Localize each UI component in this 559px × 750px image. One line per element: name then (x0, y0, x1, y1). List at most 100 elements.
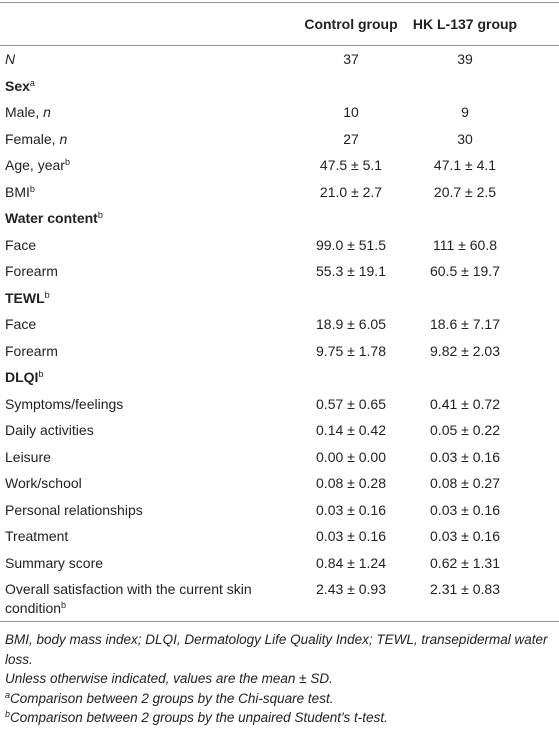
label-italic: n (43, 104, 51, 120)
row-label: Treatment (0, 523, 292, 550)
section-row: Water contentb (0, 205, 559, 232)
cell-value: 18.9 ± 6.05 (316, 316, 386, 332)
data-row: Male, n 10 9 (0, 99, 559, 126)
cell-value: 0.03 ± 0.16 (316, 501, 386, 518)
row-label: N (0, 46, 292, 73)
cell-value: 0.08 ± 0.28 (316, 475, 386, 491)
cell-value: 0.05 ± 0.22 (430, 422, 500, 438)
row-label: Male, n (0, 99, 292, 126)
cell-value: 20.7 ± 2.5 (433, 183, 497, 200)
footnote-mark: b (5, 709, 11, 719)
label-italic: n (59, 130, 68, 147)
data-row: Age, yearb 47.5 ± 5.1 47.1 ± 4.1 (0, 152, 559, 179)
label-text: Work/school (5, 475, 82, 491)
cell-value: 9.82 ± 2.03 (430, 342, 500, 359)
row-label: Symptoms/feelings (0, 391, 292, 418)
cell-value: 0.57 ± 0.65 (316, 395, 386, 412)
cell-value: 47.5 ± 5.1 (319, 157, 383, 173)
superscript: b (38, 369, 44, 379)
label-text: Forearm (5, 263, 58, 279)
row-label: Daily activities (0, 417, 292, 444)
column-header: Control group (304, 16, 398, 32)
superscript: b (97, 210, 103, 220)
cell-value: 0.03 ± 0.16 (430, 501, 500, 518)
cell-value: 9 (461, 104, 469, 120)
data-row: Symptoms/feelings 0.57 ± 0.65 0.41 ± 0.72 (0, 391, 559, 418)
data-row: Forearm 55.3 ± 19.1 60.5 ± 19.7 (0, 258, 559, 285)
label-italic: N (5, 51, 16, 67)
row-label: Leisure (0, 444, 292, 471)
footnote-text: Comparison between 2 groups by the Chi-s… (10, 690, 334, 706)
data-row: Treatment 0.03 ± 0.16 0.03 ± 0.16 (0, 523, 559, 550)
data-row: Forearm 9.75 ± 1.78 9.82 ± 2.03 (0, 338, 559, 365)
data-row: N 37 39 (0, 46, 559, 73)
cell-value: 2.43 ± 0.93 (316, 581, 386, 597)
superscript: b (61, 599, 67, 610)
data-row: Face 99.0 ± 51.5 111 ± 60.8 (0, 232, 559, 259)
cell-value: 37 (343, 51, 359, 67)
superscript: b (29, 183, 35, 194)
data-row: Overall satisfaction with the current sk… (0, 576, 559, 622)
section-row: Sexa (0, 73, 559, 100)
row-label: Face (0, 311, 292, 338)
row-label: TEWLb (0, 285, 559, 312)
label-text: Summary score (5, 554, 104, 571)
row-label: Overall satisfaction with the current sk… (0, 576, 292, 622)
cell-value: 0.41 ± 0.72 (430, 395, 500, 412)
section-title: DLQI (5, 369, 39, 385)
cell-value: 27 (343, 130, 359, 147)
cell-value: 2.31 ± 0.83 (430, 581, 500, 597)
row-label: Age, yearb (0, 152, 292, 179)
superscript: b (44, 289, 50, 300)
footnote-text: BMI, body mass index; DLQI, Dermatology … (5, 632, 548, 667)
column-header (0, 3, 292, 46)
label-text: Personal relationships (5, 501, 143, 518)
row-label: Face (0, 232, 292, 259)
label-text: Leisure (5, 448, 51, 465)
cell-value: 30 (457, 130, 473, 147)
data-table: Control group HK L-137 group N 37 39 Sexa Mal… (0, 2, 559, 622)
cell-value: 21.0 ± 2.7 (319, 183, 383, 200)
footnotes: BMI, body mass index; DLQI, Dermatology … (0, 622, 559, 728)
row-label: Sexa (0, 73, 559, 100)
row-label: DLQIb (0, 364, 559, 391)
table-body: N 37 39 Sexa Male, n 10 9 Female, n 27 30 Age, yea… (0, 46, 559, 622)
row-label: Forearm (0, 258, 292, 285)
footnote: BMI, body mass index; DLQI, Dermatology … (5, 630, 554, 669)
row-label: Water contentb (0, 205, 559, 232)
data-row: Face 18.9 ± 6.05 18.6 ± 7.17 (0, 311, 559, 338)
row-label: Female, n (0, 126, 292, 153)
section-title: Water content (5, 210, 98, 226)
section-row: TEWLb (0, 285, 559, 312)
section-title: TEWL (5, 289, 45, 306)
cell-value: 9.75 ± 1.78 (316, 342, 386, 359)
superscript: b (64, 157, 70, 167)
cell-value: 10 (343, 104, 359, 120)
cell-value: 55.3 ± 19.1 (316, 263, 386, 279)
data-row: Personal relationships 0.03 ± 0.16 0.03 ± … (0, 497, 559, 524)
label-text: Age, year (5, 157, 65, 173)
cell-value: 60.5 ± 19.7 (430, 263, 500, 279)
footnote-text: Comparison between 2 groups by the unpai… (10, 710, 388, 725)
footnote-mark: a (5, 689, 11, 700)
label-text: Daily activities (5, 422, 94, 438)
data-row: Work/school 0.08 ± 0.28 0.08 ± 0.27 (0, 470, 559, 497)
footnote: bComparison between 2 groups by the unpa… (5, 708, 554, 728)
cell-value: 111 ± 60.8 (433, 236, 497, 253)
label-text: Female, (5, 130, 60, 147)
row-label: BMIb (0, 179, 292, 206)
row-label: Forearm (0, 338, 292, 365)
label-text: Treatment (5, 528, 69, 544)
label-text: Male, (5, 104, 44, 120)
cell-value: 0.08 ± 0.27 (430, 475, 500, 491)
column-header: HK L-137 group (412, 16, 518, 32)
label-text: Face (5, 236, 37, 253)
superscript: a (29, 77, 35, 88)
row-label: Personal relationships (0, 497, 292, 524)
footnote: Unless otherwise indicated, values are t… (5, 669, 554, 689)
data-row: BMIb 21.0 ± 2.7 20.7 ± 2.5 (0, 179, 559, 206)
label-text: Symptoms/feelings (5, 395, 124, 412)
section-row: DLQIb (0, 364, 559, 391)
cell-value: 0.03 ± 0.16 (316, 528, 386, 544)
